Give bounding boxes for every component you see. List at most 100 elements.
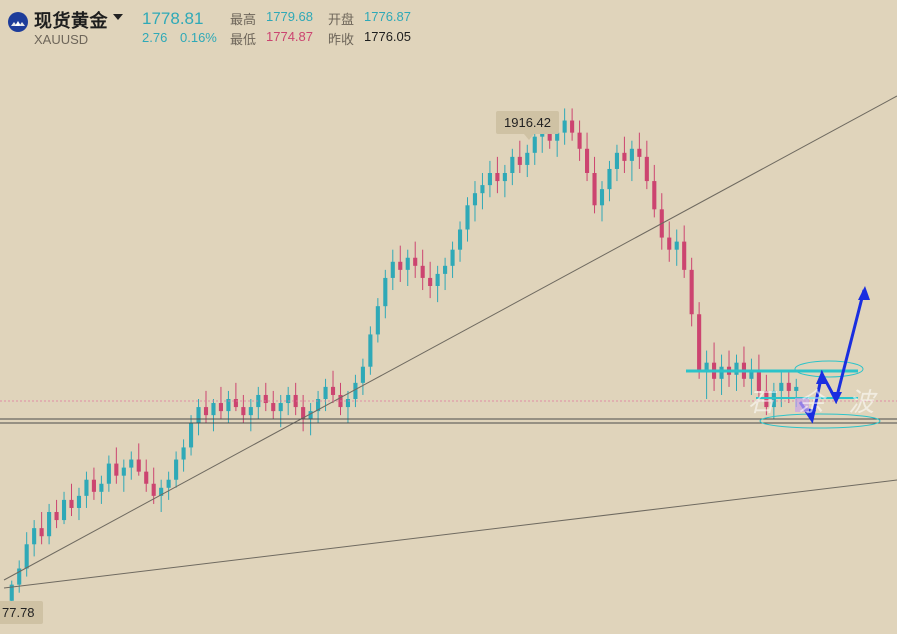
candle-body[interactable] [308, 411, 313, 420]
candle-body[interactable] [114, 463, 119, 476]
candle-body[interactable] [786, 382, 791, 391]
candle-body[interactable] [271, 403, 276, 412]
candle-body[interactable] [32, 528, 37, 545]
candle-body[interactable] [9, 584, 14, 601]
candle-body[interactable] [151, 483, 156, 496]
candle-body[interactable] [585, 148, 590, 173]
candle-body[interactable] [457, 229, 463, 250]
candle-body[interactable] [697, 314, 702, 371]
candle-body[interactable] [749, 370, 754, 379]
candle-body[interactable] [218, 403, 223, 412]
candle-body[interactable] [555, 132, 560, 141]
candle-body[interactable] [323, 386, 328, 399]
candle-body[interactable] [674, 241, 679, 250]
candle-body[interactable] [398, 261, 403, 270]
candle-body[interactable] [413, 257, 418, 266]
candle-body[interactable] [129, 459, 134, 468]
candle-body[interactable] [644, 156, 649, 182]
candle-body[interactable] [435, 273, 440, 286]
candle-body[interactable] [472, 193, 478, 206]
candle-body[interactable] [39, 528, 44, 537]
candle-body[interactable] [517, 156, 522, 165]
candle-body[interactable] [368, 334, 373, 367]
candle-body[interactable] [278, 403, 283, 412]
candle-body[interactable] [682, 241, 687, 270]
candle-body[interactable] [562, 120, 567, 133]
candle-body[interactable] [652, 181, 657, 210]
candle-body[interactable] [196, 407, 201, 424]
candle-body[interactable] [189, 423, 194, 448]
target-ellipse-top[interactable] [794, 360, 864, 378]
candle-body[interactable] [166, 479, 171, 488]
candle-body[interactable] [144, 471, 149, 484]
candle-body[interactable] [136, 459, 141, 472]
candle-body[interactable] [99, 483, 104, 492]
candle-body[interactable] [465, 205, 470, 230]
candle-body[interactable] [375, 306, 380, 335]
candle-body[interactable] [450, 249, 455, 266]
candle-body[interactable] [345, 399, 351, 408]
candle-body[interactable] [106, 463, 111, 484]
candle-body[interactable] [84, 479, 89, 496]
candle-body[interactable] [794, 386, 799, 391]
candle-body[interactable] [428, 277, 433, 286]
candle-body[interactable] [360, 366, 365, 383]
candle-body[interactable] [69, 499, 74, 508]
target-ellipse-bottom[interactable] [759, 413, 881, 429]
candle-body[interactable] [241, 407, 246, 416]
candle-body[interactable] [443, 265, 448, 274]
candle-body[interactable] [629, 148, 634, 161]
candle-body[interactable] [704, 362, 709, 371]
candle-body[interactable] [577, 132, 582, 149]
candle-body[interactable] [779, 382, 784, 391]
candle-body[interactable] [330, 386, 336, 395]
candle-body[interactable] [614, 152, 619, 169]
candle-body[interactable] [502, 173, 507, 182]
candle-body[interactable] [24, 544, 29, 569]
candle-body[interactable] [174, 459, 179, 480]
candle-body[interactable] [263, 394, 268, 404]
candle-body[interactable] [510, 156, 515, 173]
candle-body[interactable] [61, 499, 67, 521]
symbol-dropdown-icon[interactable] [113, 14, 123, 20]
candle-body[interactable] [301, 407, 306, 420]
candle-body[interactable] [667, 237, 672, 250]
candle-body[interactable] [637, 148, 642, 157]
candle-body[interactable] [181, 447, 186, 460]
candle-body[interactable] [226, 399, 231, 412]
candle-body[interactable] [47, 512, 52, 537]
symbol-name[interactable]: 现货黄金 [34, 11, 108, 32]
candle-body[interactable] [719, 366, 724, 379]
candle-body[interactable] [353, 382, 358, 399]
candle-body[interactable] [121, 467, 126, 476]
candle-body[interactable] [547, 128, 552, 141]
candle-body[interactable] [211, 403, 216, 416]
candle-body[interactable] [487, 173, 492, 186]
candle-body[interactable] [525, 152, 530, 165]
upper-trendline[interactable] [3, 95, 897, 581]
candle-body[interactable] [599, 189, 605, 206]
candle-body[interactable] [293, 394, 298, 408]
candle-body[interactable] [233, 399, 238, 408]
candle-body[interactable] [390, 261, 395, 278]
candle-body[interactable] [532, 136, 537, 153]
candle-body[interactable] [689, 269, 694, 315]
candle-body[interactable] [756, 370, 761, 391]
candle-body[interactable] [159, 487, 164, 496]
candle-body[interactable] [570, 120, 575, 133]
candle-body[interactable] [405, 257, 410, 270]
candle-body[interactable] [734, 362, 739, 375]
candle-body[interactable] [622, 152, 627, 161]
candle-body[interactable] [17, 568, 22, 585]
candle-body[interactable] [383, 277, 388, 307]
candle-body[interactable] [286, 394, 291, 404]
candle-body[interactable] [91, 479, 96, 492]
candle-body[interactable] [248, 407, 253, 416]
candle-body[interactable] [316, 399, 321, 412]
candle-body[interactable] [203, 407, 209, 416]
candle-body[interactable] [76, 495, 82, 508]
candle-body[interactable] [54, 512, 59, 521]
candle-body[interactable] [592, 173, 597, 206]
candle-body[interactable] [256, 394, 261, 408]
